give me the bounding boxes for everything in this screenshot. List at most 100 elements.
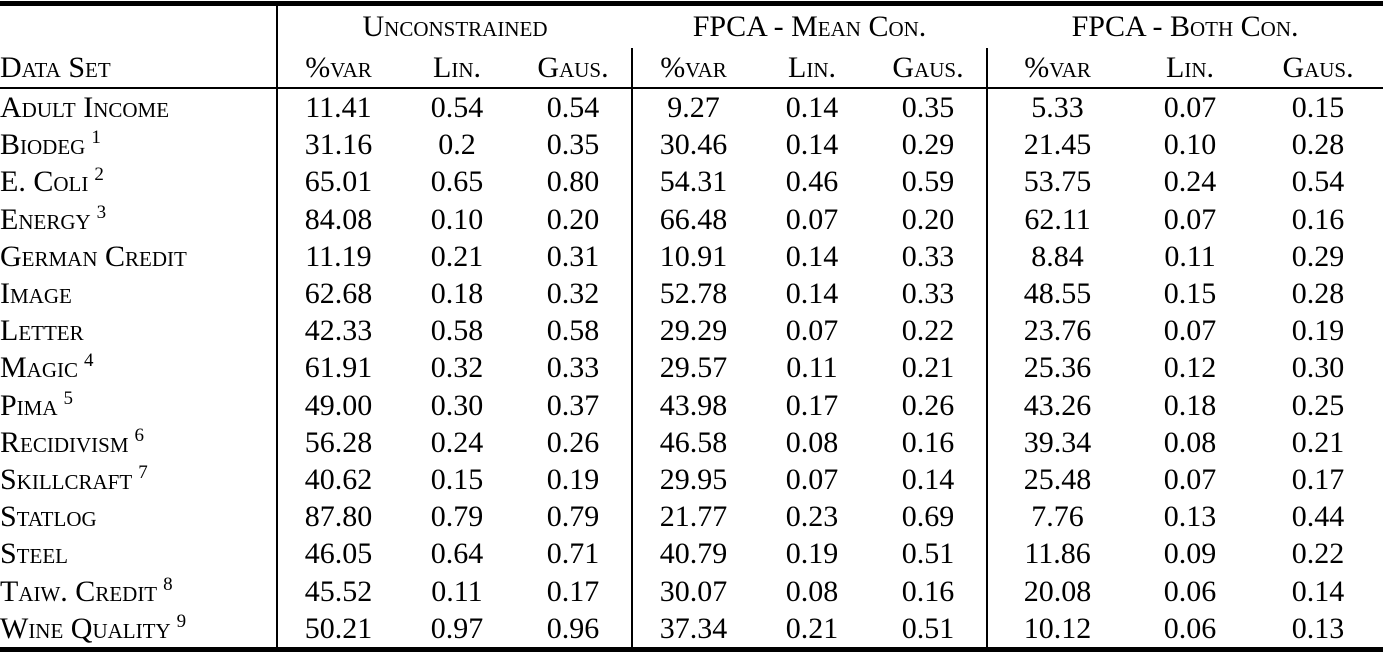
cell-both-con-gaus: 0.28 bbox=[1291, 277, 1345, 311]
table-body: Adult Income 11.41 0.54 0.54 9.27 0.14 0.35 5.3… bbox=[0, 88, 1383, 650]
cell-mean-con-var: 10.91 bbox=[631, 237, 754, 276]
cell-both-con-var: 48.55 bbox=[986, 275, 1128, 313]
dataset-name: Wine Quality 9 bbox=[0, 610, 277, 650]
column-header-both-con-gaus: Gaus. bbox=[1253, 48, 1383, 89]
cell-mean-con-gaus: 0.51 bbox=[901, 611, 955, 645]
cell-mean-con-var: 29.29 bbox=[631, 312, 754, 350]
cell-unconstrained-lin: 0.64 bbox=[430, 537, 484, 571]
cell-both-con-lin: 0.07 bbox=[1163, 463, 1217, 497]
cell-mean-con-lin: 0.19 bbox=[785, 537, 839, 571]
cell-both-con-lin: 0.18 bbox=[1163, 388, 1217, 422]
cell-mean-con-lin: 0.07 bbox=[785, 463, 839, 497]
cell-unconstrained-gaus: 0.71 bbox=[546, 537, 600, 571]
cell-mean-con-lin: 0.14 bbox=[785, 128, 839, 162]
footnote-marker: 1 bbox=[91, 127, 101, 149]
cell-unconstrained-lin: 0.54 bbox=[430, 91, 484, 124]
footnote-marker: 6 bbox=[134, 424, 145, 446]
cell-mean-con-lin: 0.08 bbox=[785, 574, 839, 608]
dataset-name: Biodeg 1 bbox=[0, 126, 277, 163]
cell-mean-con-lin: 0.14 bbox=[785, 277, 839, 311]
dataset-name: Recidivism 6 bbox=[0, 424, 277, 461]
cell-unconstrained-lin: 0.65 bbox=[430, 165, 484, 199]
dataset-name-text: Letter bbox=[0, 314, 84, 348]
dataset-name-text: Adult Income bbox=[0, 91, 170, 124]
cell-mean-con-gaus: 0.20 bbox=[901, 202, 955, 236]
table-row: Steel 46.05 0.64 0.71 40.79 0.19 0.51 11.86 0.09… bbox=[0, 535, 1383, 573]
footnote-marker: 4 bbox=[84, 350, 94, 372]
cell-unconstrained-lin: 0.18 bbox=[430, 277, 484, 311]
cell-unconstrained-var: 40.62 bbox=[276, 461, 399, 499]
table-row: E. Coli 2 65.01 0.65 0.80 54.31 0.46 0.59 53.75 0… bbox=[0, 163, 1383, 201]
cell-unconstrained-gaus: 0.17 bbox=[546, 574, 600, 608]
table-row: Energy 3 84.08 0.10 0.20 66.48 0.07 0.20 62.11 0.… bbox=[0, 200, 1383, 238]
column-header-both-con-var: %var bbox=[986, 48, 1128, 89]
cell-unconstrained-lin: 0.58 bbox=[430, 314, 484, 348]
cell-unconstrained-gaus: 0.79 bbox=[546, 500, 600, 534]
cell-both-con-gaus: 0.15 bbox=[1291, 91, 1345, 124]
cell-mean-con-lin: 0.14 bbox=[785, 91, 839, 124]
cell-unconstrained-lin: 0.24 bbox=[430, 425, 484, 459]
group-header-fpca-mean-con: FPCA - Mean Con. bbox=[692, 10, 927, 43]
cell-mean-con-var: 46.58 bbox=[631, 423, 754, 462]
cell-mean-con-gaus: 0.16 bbox=[901, 574, 955, 608]
table-row: Skillcraft 7 40.62 0.15 0.19 29.95 0.07 0.14 25.… bbox=[0, 461, 1383, 499]
cell-mean-con-lin: 0.21 bbox=[785, 611, 839, 645]
footnote-marker: 8 bbox=[163, 573, 173, 595]
cell-unconstrained-gaus: 0.31 bbox=[546, 239, 600, 273]
column-header-mean-con-gaus: Gaus. bbox=[870, 48, 988, 89]
dataset-name-text: Taiw. Credit bbox=[0, 574, 158, 608]
table-row: Pima 5 49.00 0.30 0.37 43.98 0.17 0.26 43.26 0.18… bbox=[0, 386, 1383, 424]
cell-both-con-var: 8.84 bbox=[986, 237, 1128, 276]
cell-both-con-gaus: 0.14 bbox=[1291, 574, 1345, 608]
cell-both-con-var: 25.48 bbox=[986, 461, 1128, 499]
cell-both-con-gaus: 0.25 bbox=[1291, 388, 1345, 422]
cell-both-con-var: 39.34 bbox=[986, 423, 1128, 462]
corner-cell bbox=[0, 4, 277, 49]
cell-unconstrained-gaus: 0.96 bbox=[546, 611, 600, 645]
cell-both-con-gaus: 0.16 bbox=[1291, 202, 1345, 236]
cell-both-con-gaus: 0.13 bbox=[1291, 611, 1345, 645]
cell-mean-con-var: 37.34 bbox=[631, 609, 754, 650]
cell-unconstrained-var: 61.91 bbox=[276, 349, 399, 387]
cell-mean-con-lin: 0.46 bbox=[785, 165, 839, 199]
cell-both-con-lin: 0.06 bbox=[1163, 574, 1217, 608]
cell-both-con-lin: 0.09 bbox=[1163, 537, 1217, 571]
cell-unconstrained-var: 62.68 bbox=[276, 275, 399, 313]
footnote-marker: 2 bbox=[94, 164, 104, 186]
cell-both-con-gaus: 0.19 bbox=[1291, 314, 1345, 348]
dataset-name-text: Statlog bbox=[0, 500, 97, 534]
group-header-fpca-both-con: FPCA - Both Con. bbox=[1071, 10, 1299, 43]
cell-both-con-lin: 0.10 bbox=[1163, 128, 1217, 162]
cell-mean-con-gaus: 0.51 bbox=[901, 537, 955, 571]
footnote-marker: 9 bbox=[176, 610, 187, 632]
column-header-data-set: Data Set bbox=[0, 48, 277, 89]
cell-unconstrained-var: 31.16 bbox=[276, 126, 399, 164]
cell-unconstrained-lin: 0.32 bbox=[430, 351, 484, 385]
cell-mean-con-lin: 0.07 bbox=[785, 202, 839, 236]
cell-both-con-var: 10.12 bbox=[986, 609, 1128, 650]
cell-mean-con-var: 29.95 bbox=[631, 461, 754, 499]
cell-both-con-var: 62.11 bbox=[986, 200, 1128, 238]
dataset-name-text: Recidivism bbox=[0, 425, 129, 459]
cell-mean-con-lin: 0.14 bbox=[785, 239, 839, 273]
cell-mean-con-var: 29.57 bbox=[631, 349, 754, 387]
column-header-row: Data Set %var Lin. Gaus. %var Lin. Gaus.… bbox=[0, 48, 1383, 89]
cell-mean-con-gaus: 0.33 bbox=[901, 277, 955, 311]
table-row: Taiw. Credit 8 45.52 0.11 0.17 30.07 0.08 0.16 2… bbox=[0, 572, 1383, 610]
cell-mean-con-lin: 0.17 bbox=[785, 388, 839, 422]
cell-both-con-var: 5.33 bbox=[986, 88, 1128, 127]
cell-mean-con-var: 30.07 bbox=[631, 572, 754, 610]
cell-both-con-lin: 0.06 bbox=[1163, 611, 1217, 645]
cell-unconstrained-gaus: 0.35 bbox=[546, 128, 600, 162]
cell-unconstrained-lin: 0.11 bbox=[431, 574, 483, 608]
table-row: Biodeg 1 31.16 0.2 0.35 30.46 0.14 0.29 21.45 0.1… bbox=[0, 126, 1383, 164]
cell-mean-con-lin: 0.11 bbox=[786, 351, 838, 385]
cell-both-con-var: 20.08 bbox=[986, 572, 1128, 610]
dataset-name-text: E. Coli bbox=[0, 165, 89, 199]
group-header-unconstrained: Unconstrained bbox=[276, 3, 632, 48]
cell-both-con-gaus: 0.22 bbox=[1291, 537, 1345, 571]
cell-both-con-var: 43.26 bbox=[986, 386, 1128, 424]
cell-unconstrained-lin: 0.97 bbox=[430, 611, 484, 645]
footnote-marker: 5 bbox=[63, 387, 74, 409]
